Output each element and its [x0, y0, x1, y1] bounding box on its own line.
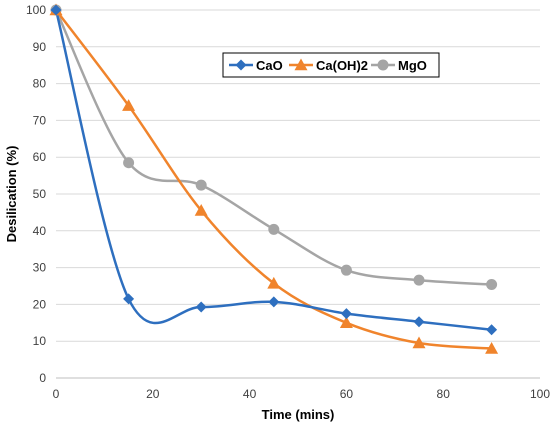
x-tick-label: 20 — [146, 387, 160, 401]
legend-label: Ca(OH)2 — [316, 58, 368, 73]
y-tick-label: 60 — [33, 150, 47, 164]
data-point-cao — [195, 301, 207, 313]
data-point-mgo — [195, 179, 207, 191]
legend-marker — [235, 59, 247, 71]
legend-label: MgO — [398, 58, 427, 73]
series-line-cao — [54, 9, 492, 332]
x-tick-label: 80 — [437, 387, 451, 401]
x-tick-label: 60 — [340, 387, 354, 401]
data-point-mgo — [123, 157, 135, 169]
data-point-mgo — [486, 279, 498, 291]
y-tick-label: 80 — [33, 77, 47, 91]
data-point-ca-oh-2 — [412, 336, 426, 349]
y-tick-label: 40 — [33, 224, 47, 238]
data-point-mgo — [340, 264, 352, 276]
data-point-cao — [268, 296, 280, 308]
y-tick-label: 0 — [39, 371, 46, 385]
legend-marker — [377, 59, 389, 71]
legend-label: CaO — [256, 58, 283, 73]
series-markers — [49, 3, 499, 354]
y-tick-label: 70 — [33, 113, 47, 127]
legend-marker — [294, 58, 308, 71]
y-axis-title: Desilication (%) — [4, 146, 19, 243]
data-point-ca-oh-2 — [194, 204, 208, 216]
y-tick-label: 100 — [26, 3, 46, 17]
data-point-ca-oh-2 — [267, 276, 281, 289]
data-point-mgo — [413, 274, 425, 286]
data-point-cao — [50, 4, 62, 16]
data-point-cao — [340, 308, 352, 320]
y-tick-labels: 0 10 20 30 40 50 60 70 80 90 100 — [26, 3, 46, 385]
data-point-cao — [486, 324, 498, 336]
x-tick-labels: 0 20 40 60 80 100 — [53, 387, 550, 401]
data-point-ca-oh-2 — [122, 99, 136, 111]
x-tick-label: 100 — [530, 387, 550, 401]
legend-box — [222, 52, 440, 78]
y-tick-label: 30 — [33, 261, 47, 275]
x-tick-label: 0 — [53, 387, 60, 401]
data-point-cao — [123, 293, 135, 305]
data-point-mgo — [268, 223, 280, 235]
y-tick-label: 90 — [33, 40, 47, 54]
data-point-ca-oh-2 — [485, 342, 499, 354]
x-axis-title: Time (mins) — [262, 407, 335, 422]
y-tick-label: 10 — [33, 334, 47, 348]
y-tick-label: 20 — [33, 297, 47, 311]
legend: CaO Ca(OH)2 MgO — [222, 52, 440, 78]
x-tick-label: 40 — [243, 387, 257, 401]
legend-items: CaO Ca(OH)2 MgO — [229, 58, 427, 73]
data-point-cao — [413, 316, 425, 328]
data-point-ca-oh-2 — [339, 316, 353, 328]
y-tick-label: 50 — [33, 187, 47, 201]
